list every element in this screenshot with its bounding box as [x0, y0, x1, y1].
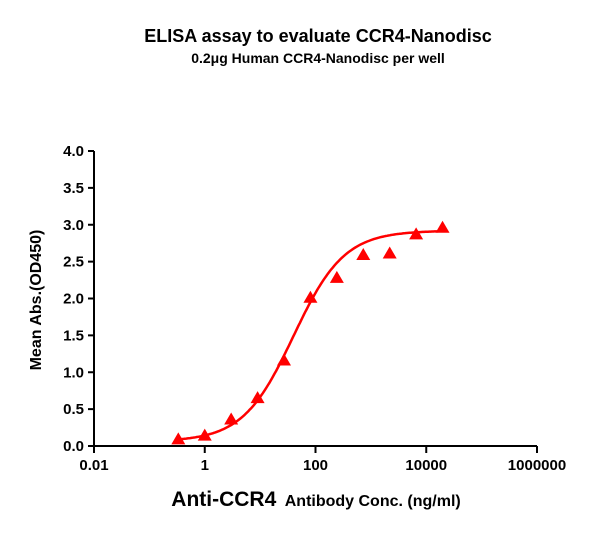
x-axis-label: Anti-CCR4 Antibody Conc. (ng/ml) [171, 488, 460, 511]
y-tick-label: 1.0 [63, 364, 84, 381]
x-tick-label: 1000000 [508, 457, 566, 474]
x-axis-label-main: Anti-CCR4 [171, 488, 276, 511]
y-tick-label: 3.5 [63, 180, 84, 197]
data-point-triangle [224, 412, 239, 425]
x-tick-label: 0.01 [79, 457, 108, 474]
x-axis-label-rest: Antibody Conc. (ng/ml) [285, 493, 461, 510]
data-point-triangle [250, 391, 265, 404]
data-point-triangle [277, 353, 292, 366]
y-tick-label: 2.5 [63, 254, 84, 271]
y-tick-label: 4.0 [63, 143, 84, 160]
fit-curve [178, 229, 443, 441]
data-point-triangle [303, 290, 318, 303]
axes: 0.0 0.5 1.0 1.5 2.0 2.5 3.0 3.5 4.0 0.01 1 100 10000… [63, 143, 566, 474]
y-axis-label: Mean Abs.(OD450) [28, 230, 45, 371]
y-tick-label: 0.0 [63, 438, 84, 455]
y-tick-label: 0.5 [63, 401, 84, 418]
data-points [171, 220, 450, 445]
y-tick-label: 1.5 [63, 327, 84, 344]
data-point-triangle [435, 220, 450, 233]
x-tick-label: 100 [303, 457, 328, 474]
x-tick-label: 10000 [405, 457, 447, 474]
data-point-triangle [197, 428, 212, 441]
data-point-triangle [382, 246, 397, 259]
x-tick-label: 1 [201, 457, 209, 474]
y-tick-label: 2.0 [63, 291, 84, 308]
chart-subtitle: 0.2μg Human CCR4-Nanodisc per well [191, 50, 445, 66]
data-point-triangle [409, 227, 424, 240]
data-point-triangle [356, 247, 371, 260]
data-point-triangle [329, 270, 344, 283]
y-tick-label: 3.0 [63, 217, 84, 234]
chart-title: ELISA assay to evaluate CCR4-Nanodisc [144, 26, 491, 46]
data-point-triangle [171, 432, 186, 445]
